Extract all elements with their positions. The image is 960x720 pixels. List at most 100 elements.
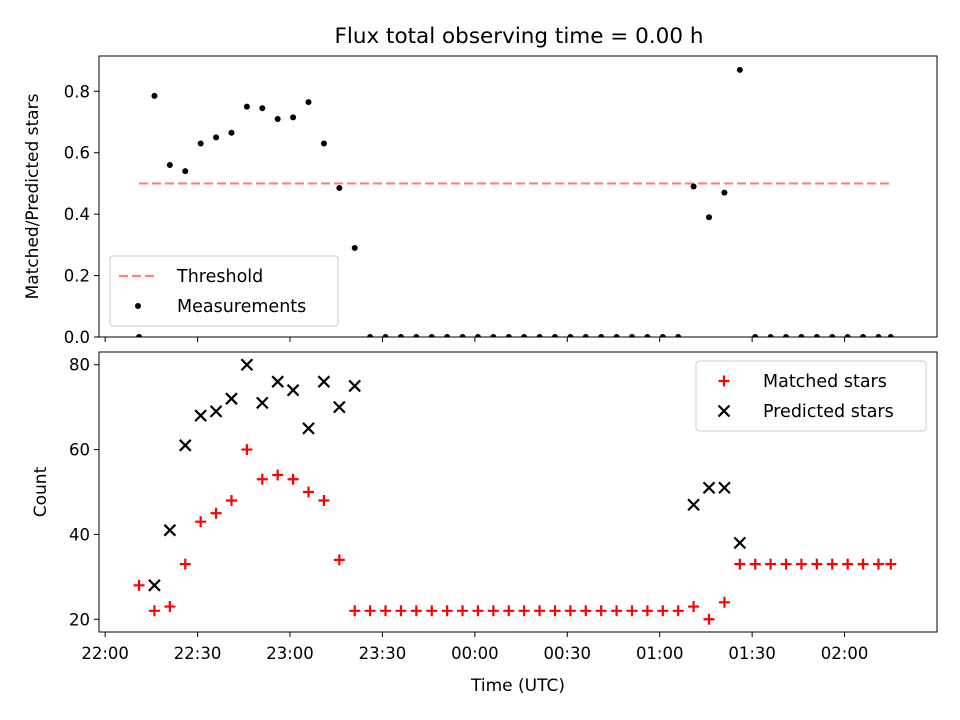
chart-title: Flux total observing time = 0.00 h [335,24,704,49]
data-point [872,558,884,570]
x-tick-label: 23:00 [266,644,314,663]
legend-swatch [135,303,141,309]
data-point [349,605,361,617]
y-axis-label: Matched/Predicted stars [23,93,43,299]
data-point [395,605,407,617]
data-point [657,605,669,617]
data-point [733,536,747,550]
data-point [317,375,331,388]
data-point [628,334,635,337]
legend-label: Matched stars [763,372,887,392]
data-point [178,439,192,452]
data-point [734,558,746,570]
y-tick-label: 60 [69,441,90,460]
data-point [564,605,576,617]
legend-item: Matched stars [718,372,887,392]
data-point [426,605,438,617]
x-tick-label: 22:30 [174,644,222,663]
count-panel: 20 40 60 80 22:00 22:30 23:00 23:30 00:00 00:30 01… [31,351,938,696]
data-point [256,473,268,485]
data-point [672,605,684,617]
legend-swatch [717,404,731,418]
data-point [767,334,774,337]
data-point [151,92,158,99]
y-tick-label: 0.8 [64,82,90,101]
data-point [166,162,173,169]
axes-frame [98,351,938,633]
data-point [687,498,700,512]
data-point [521,334,528,337]
data-point [702,481,716,495]
data-point [798,334,805,337]
data-point [536,334,543,337]
data-point [718,596,730,608]
data-point [706,214,713,221]
data-point [348,379,361,393]
series-measurements [136,66,894,337]
data-point [675,334,682,337]
data-point [690,183,697,190]
data-point [397,334,404,337]
data-point [444,334,451,337]
data-point [333,554,345,566]
data-point [503,605,515,617]
legend: Matched stars Predicted stars [695,360,927,432]
data-point [613,334,620,337]
data-point [875,334,882,337]
x-tick-label: 01:00 [636,644,684,663]
data-point [336,185,343,192]
data-point [243,103,250,110]
y-axis-label: Count [31,466,51,517]
x-tick-label: 23:30 [359,644,407,663]
data-point [228,129,235,136]
data-point [518,605,530,617]
y-tick-label: 0.6 [64,144,90,163]
data-point [595,605,607,617]
data-point [659,334,666,337]
x-tick-label: 01:30 [728,644,776,663]
data-point [241,444,253,456]
data-point [887,334,894,337]
data-point [598,334,605,337]
data-point [749,558,761,570]
data-point [136,334,143,337]
data-point [885,558,897,570]
data-point [765,558,777,570]
data-point [811,558,823,570]
data-point [380,605,392,617]
data-point [274,115,281,122]
data-point [210,507,222,519]
x-tick-label: 00:30 [544,644,592,663]
data-point [505,334,512,337]
data-point [194,409,207,422]
data-point [567,334,574,337]
data-point [209,405,223,418]
data-point [736,66,743,73]
data-point [305,99,312,106]
data-point [551,334,558,337]
data-point [487,605,499,617]
data-point [271,375,284,388]
data-point [860,334,867,337]
legend-item: Measurements [135,297,306,317]
data-point [813,334,820,337]
data-point [721,189,728,196]
data-point [842,558,854,570]
data-point [382,334,389,337]
data-point [752,334,759,337]
legend-label: Threshold [176,267,263,287]
data-point [163,523,177,537]
data-point [857,558,869,570]
series-matched-stars [133,444,897,625]
y-tick-label: 0.4 [64,205,90,224]
data-point [459,334,466,337]
data-point [179,558,191,570]
data-point [197,140,204,147]
data-point [287,473,299,485]
data-point [272,469,284,481]
data-point [195,516,207,528]
x-tick-label: 00:00 [451,644,499,663]
data-point [148,605,160,617]
legend-label: Predicted stars [763,402,894,422]
